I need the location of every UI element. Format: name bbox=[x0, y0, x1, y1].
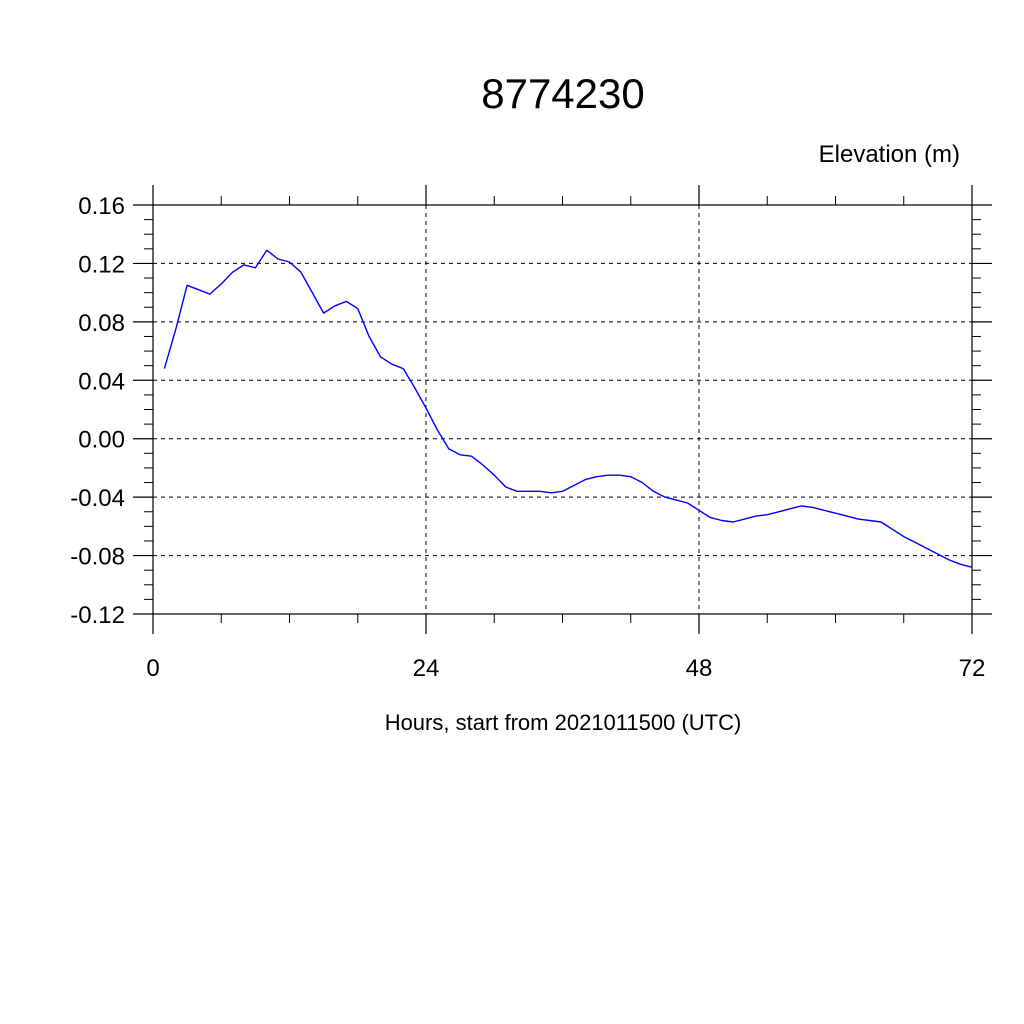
data-point bbox=[733, 521, 734, 522]
y-tick-label: 0.08 bbox=[78, 310, 125, 337]
x-tick-labels: 0 24 48 72 bbox=[146, 655, 985, 682]
data-point bbox=[221, 283, 222, 284]
data-point bbox=[460, 454, 461, 455]
y-axis-label: Elevation (m) bbox=[819, 141, 960, 168]
data-point bbox=[915, 542, 916, 543]
data-point bbox=[551, 492, 552, 493]
data-point bbox=[357, 308, 358, 309]
data-point bbox=[289, 261, 290, 262]
data-point bbox=[801, 505, 802, 506]
data-point bbox=[573, 485, 574, 486]
data-point bbox=[346, 301, 347, 302]
data-point bbox=[425, 407, 426, 408]
data-point bbox=[858, 518, 859, 519]
data-point bbox=[835, 513, 836, 514]
data-point bbox=[255, 267, 256, 268]
y-tick-label: -0.04 bbox=[70, 485, 125, 512]
series-layer bbox=[163, 249, 973, 568]
grid-lines bbox=[152, 204, 973, 615]
data-point bbox=[892, 529, 893, 530]
y-tick-label: 0.00 bbox=[78, 427, 125, 454]
data-point bbox=[187, 285, 188, 286]
data-point bbox=[494, 475, 495, 476]
data-point bbox=[323, 312, 324, 313]
series-line bbox=[163, 249, 973, 568]
data-point bbox=[880, 521, 881, 522]
data-point bbox=[664, 497, 665, 498]
data-point bbox=[903, 536, 904, 537]
axis-ticks bbox=[133, 185, 992, 634]
data-point bbox=[437, 429, 438, 430]
data-point bbox=[175, 329, 176, 330]
y-tick-label: -0.08 bbox=[70, 544, 125, 571]
data-point bbox=[721, 520, 722, 521]
data-point bbox=[585, 479, 586, 480]
data-point bbox=[744, 518, 745, 519]
data-point bbox=[926, 548, 927, 549]
data-point bbox=[505, 486, 506, 487]
data-point bbox=[266, 250, 267, 251]
x-tick-label: 0 bbox=[146, 655, 159, 682]
data-point bbox=[698, 510, 699, 511]
x-tick-label: 48 bbox=[686, 655, 713, 682]
data-point bbox=[312, 292, 313, 293]
data-point bbox=[846, 516, 847, 517]
data-point bbox=[414, 387, 415, 388]
data-point bbox=[516, 491, 517, 492]
y-tick-labels: -0.12 -0.08 -0.04 0.00 0.04 0.08 0.12 0.16 bbox=[70, 193, 125, 629]
plot-frame bbox=[152, 204, 973, 615]
data-point bbox=[767, 514, 768, 515]
x-axis-label: Hours, start from 2021011500 (UTC) bbox=[385, 710, 742, 735]
data-point bbox=[596, 476, 597, 477]
data-point bbox=[619, 475, 620, 476]
data-point bbox=[539, 491, 540, 492]
data-point bbox=[971, 567, 972, 568]
data-point bbox=[232, 272, 233, 273]
data-point bbox=[278, 258, 279, 259]
data-point bbox=[300, 272, 301, 273]
data-point bbox=[562, 491, 563, 492]
data-point bbox=[403, 368, 404, 369]
data-point bbox=[869, 520, 870, 521]
data-point bbox=[369, 336, 370, 337]
data-point bbox=[812, 507, 813, 508]
data-point bbox=[960, 564, 961, 565]
data-point bbox=[198, 289, 199, 290]
data-point bbox=[391, 364, 392, 365]
y-tick-label: 0.12 bbox=[78, 251, 125, 278]
chart-title: 8774230 bbox=[481, 70, 645, 117]
data-point bbox=[209, 294, 210, 295]
data-point bbox=[607, 475, 608, 476]
x-tick-label: 24 bbox=[413, 655, 440, 682]
data-point bbox=[653, 491, 654, 492]
data-point bbox=[778, 511, 779, 512]
data-point bbox=[824, 510, 825, 511]
y-tick-label: -0.12 bbox=[70, 602, 125, 629]
y-tick-label: 0.16 bbox=[78, 193, 125, 220]
data-point bbox=[630, 476, 631, 477]
x-tick-label: 72 bbox=[959, 655, 986, 682]
data-point bbox=[528, 491, 529, 492]
data-point bbox=[448, 448, 449, 449]
y-tick-label: 0.04 bbox=[78, 368, 125, 395]
data-point bbox=[471, 456, 472, 457]
data-point bbox=[710, 517, 711, 518]
data-point bbox=[949, 559, 950, 560]
data-point bbox=[789, 508, 790, 509]
data-point bbox=[164, 368, 165, 369]
data-point bbox=[642, 482, 643, 483]
data-point bbox=[243, 264, 244, 265]
data-point bbox=[482, 464, 483, 465]
data-point bbox=[937, 554, 938, 555]
data-point bbox=[755, 516, 756, 517]
data-point bbox=[334, 305, 335, 306]
data-point bbox=[687, 502, 688, 503]
data-point bbox=[380, 356, 381, 357]
data-point bbox=[676, 499, 677, 500]
